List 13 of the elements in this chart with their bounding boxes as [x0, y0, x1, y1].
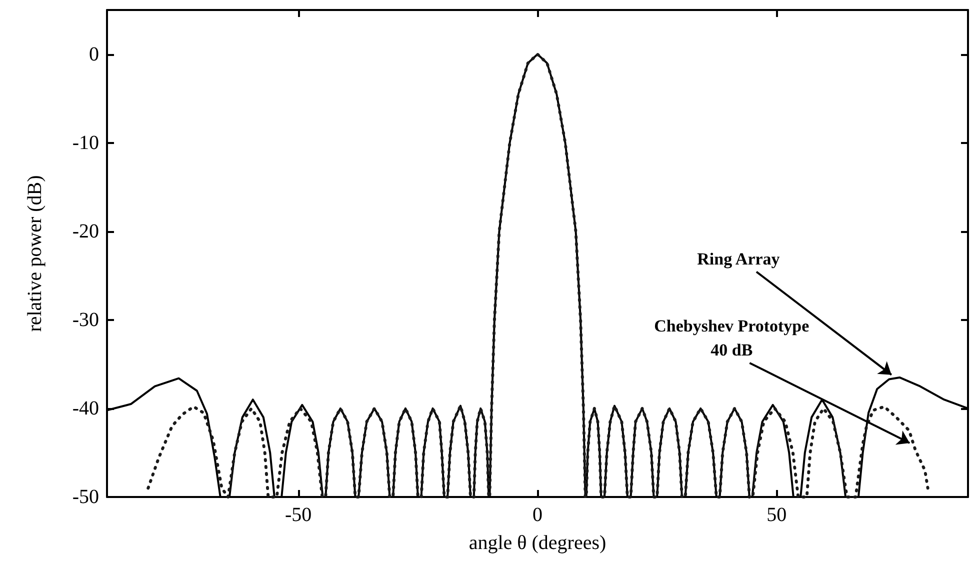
y-tick-label: 0 [89, 43, 99, 66]
y-tick-label: -10 [72, 132, 99, 154]
y-tick-label: -20 [72, 220, 99, 242]
y-axis-title: relative power (dB) [24, 175, 46, 332]
annotation: Chebyshev Prototype 40 dB [654, 316, 810, 360]
y-tick-label: -40 [72, 397, 99, 420]
x-tick-label: 0 [532, 504, 542, 526]
annotation: Ring Array [697, 249, 780, 268]
y-tick-label: -30 [72, 308, 99, 331]
x-axis-title: angle θ (degrees) [468, 532, 606, 554]
y-tick-label: -50 [72, 486, 99, 508]
x-tick-label: -50 [284, 504, 312, 526]
x-tick-label: 50 [766, 504, 787, 526]
